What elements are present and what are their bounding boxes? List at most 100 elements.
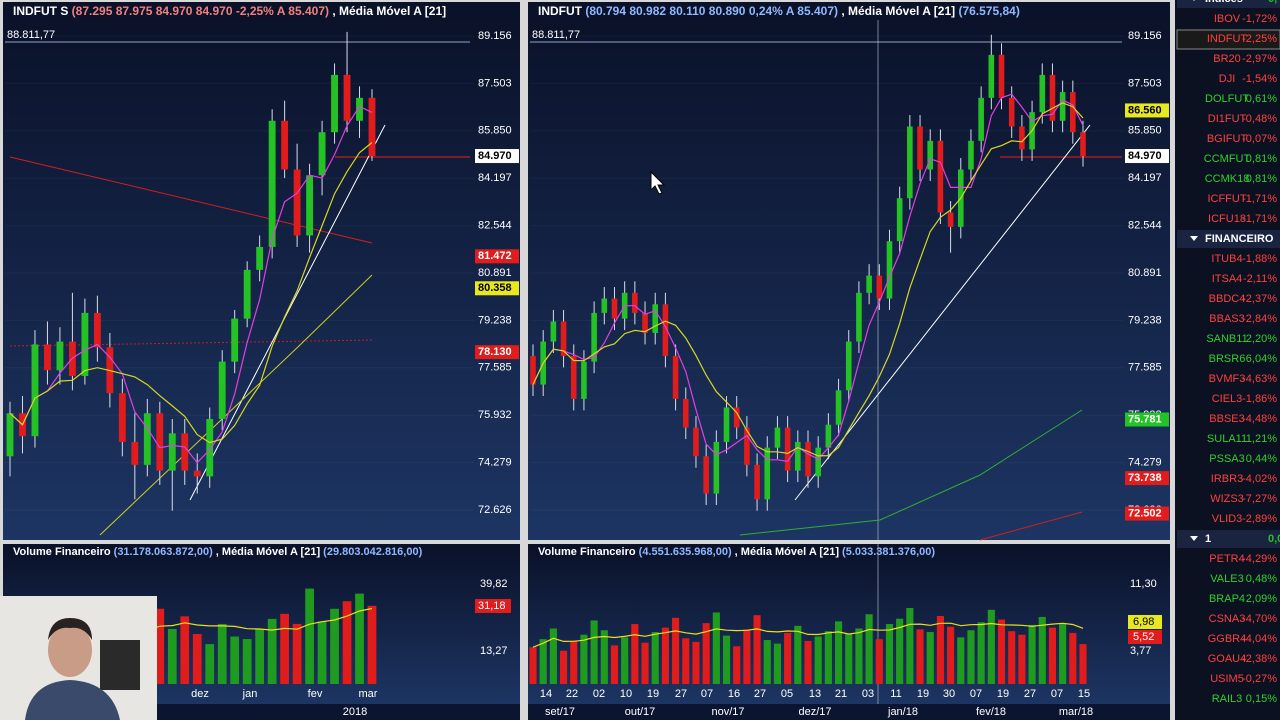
year-label: 2018 <box>343 706 367 718</box>
watchlist-row[interactable] <box>1177 450 1280 469</box>
watchlist-row[interactable] <box>1177 10 1280 29</box>
candle-body <box>642 312 648 333</box>
watchlist-row[interactable] <box>1177 390 1280 409</box>
watchlist-row[interactable] <box>1177 50 1280 69</box>
change: 2,09% <box>1246 593 1277 605</box>
watchlist-row[interactable] <box>1177 630 1280 649</box>
watchlist-row[interactable] <box>1177 290 1280 309</box>
volume-bar <box>631 624 639 684</box>
trend-line <box>189 124 386 501</box>
price-tick-label: 75.932 <box>478 409 512 421</box>
watchlist-row[interactable] <box>1177 590 1280 609</box>
watchlist-row[interactable] <box>1177 250 1280 269</box>
x-tick-label: 02 <box>593 688 605 700</box>
watchlist-row[interactable] <box>1177 670 1280 689</box>
ticker: IRBR3 <box>1211 473 1243 485</box>
change: -2,37% <box>1242 293 1277 305</box>
candle-body <box>754 464 760 500</box>
watchlist-row[interactable] <box>1177 470 1280 489</box>
watchlist-row[interactable] <box>1177 490 1280 509</box>
ticker: WIZS3 <box>1210 493 1244 505</box>
watchlist-row[interactable] <box>1177 150 1280 169</box>
volume-bar <box>997 619 1006 684</box>
price-badge-label: 72.502 <box>1128 507 1162 519</box>
volume-tick-label: 3,77 <box>1130 645 1151 657</box>
change: -2,84% <box>1242 313 1277 325</box>
candle-body <box>652 304 659 333</box>
watchlist-row[interactable] <box>1177 410 1280 429</box>
candle-body <box>774 427 781 448</box>
watchlist-row[interactable] <box>1177 70 1280 89</box>
top-value: 88.811,77 <box>532 29 580 41</box>
ticker: ICFU18 <box>1208 213 1246 225</box>
price-tick-label: 74.279 <box>1128 457 1162 469</box>
price-tick-label: 77.585 <box>478 362 512 374</box>
volume-bar <box>896 618 904 684</box>
ticker: IBOV <box>1214 13 1241 25</box>
candle-body <box>733 407 740 428</box>
candle-body <box>795 441 801 471</box>
price-tick-label: 84.197 <box>478 172 512 184</box>
candle-body <box>978 97 984 141</box>
ticker: GOAU4 <box>1208 653 1247 665</box>
candle-body <box>293 169 301 236</box>
watchlist-row[interactable] <box>1177 110 1280 129</box>
chart-header: INDFUT S (87.295 87.975 84.970 84.970 -2… <box>13 4 446 18</box>
webcam-hair <box>48 618 92 640</box>
watchlist-row[interactable] <box>1176 29 1280 50</box>
change: -4,29% <box>1242 553 1277 565</box>
watchlist-row[interactable] <box>1177 130 1280 149</box>
watchlist-row[interactable] <box>1177 350 1280 369</box>
change: -1,71% <box>1242 213 1277 225</box>
price-tick-label: 85.850 <box>478 125 512 137</box>
watchlist-row[interactable] <box>1177 190 1280 209</box>
watchlist-row[interactable] <box>1177 370 1280 389</box>
watchlist-row[interactable] <box>1177 570 1280 589</box>
x-tick-label: 07 <box>1051 688 1063 700</box>
watchlist-row[interactable] <box>1177 330 1280 349</box>
watchlist-row[interactable] <box>1177 690 1280 709</box>
candle-body <box>998 54 1005 98</box>
candle-body <box>560 321 567 356</box>
ticker: ICFFUT <box>1207 193 1246 205</box>
watchlist-row[interactable] <box>1177 90 1280 109</box>
watchlist-row[interactable] <box>1177 310 1280 329</box>
volume-bar <box>1008 631 1016 684</box>
x-tick-label: 11 <box>890 688 901 700</box>
volume-bar <box>155 608 165 684</box>
watchlist-row[interactable] <box>1177 650 1280 669</box>
volume-bar <box>855 628 863 684</box>
watchlist-row[interactable] <box>1177 510 1280 529</box>
watchlist-row[interactable] <box>1177 550 1280 569</box>
candle-body <box>662 304 669 356</box>
watchlist-row[interactable] <box>1177 430 1280 449</box>
candle-body <box>744 427 750 465</box>
watchlist-row[interactable] <box>1177 610 1280 629</box>
candle-body <box>156 413 164 471</box>
volume-bar <box>875 639 883 684</box>
volume-bar <box>773 643 782 684</box>
volume-bar <box>180 616 190 684</box>
change: -0,07% <box>1242 133 1277 145</box>
candle-body <box>143 413 151 465</box>
watchlist-row[interactable] <box>1177 270 1280 289</box>
candle-body <box>306 175 314 236</box>
price-badge-label: 84.970 <box>478 150 512 162</box>
x-tick-label: 07 <box>970 688 982 700</box>
month-label: jan/18 <box>887 706 918 718</box>
moving-average <box>532 93 1084 462</box>
header-part: INDFUT S <box>13 4 68 18</box>
change: -2,97% <box>1242 53 1277 65</box>
price-tick-label: 89.156 <box>1128 30 1162 42</box>
x-tick-label: mar <box>359 688 378 700</box>
watchlist-row[interactable] <box>1177 210 1280 229</box>
x-tick-label: 07 <box>701 688 713 700</box>
candle-body <box>56 341 64 371</box>
watchlist-row[interactable] <box>1177 170 1280 189</box>
price-tick-label: 79.238 <box>478 314 512 326</box>
candle-body <box>611 298 618 319</box>
candle-body <box>693 427 699 457</box>
candle-body <box>368 97 376 157</box>
volume-tick-label: 13,27 <box>480 645 508 657</box>
chart-header: INDFUT (80.794 80.982 80.110 80.890 0,24… <box>538 4 1020 18</box>
